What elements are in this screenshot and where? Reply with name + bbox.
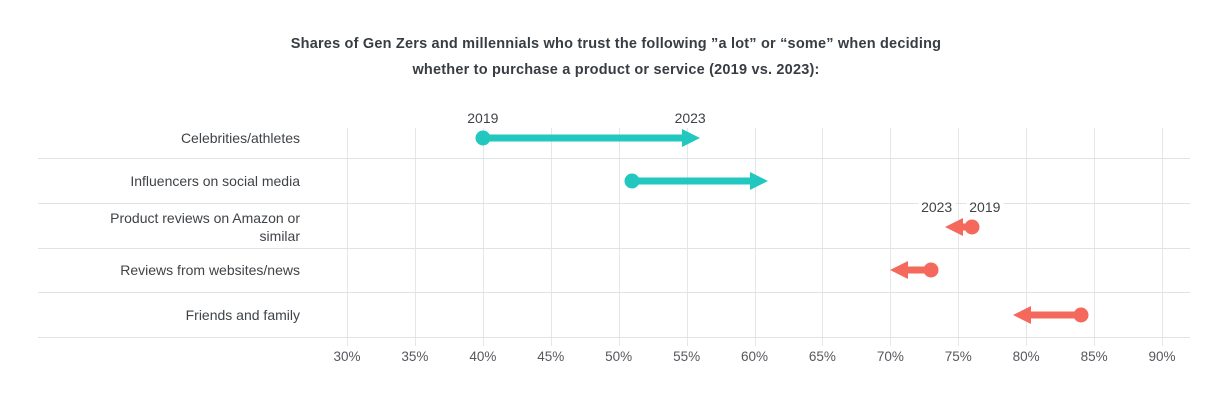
category-label: Friends and family xyxy=(185,306,300,323)
x-gridline xyxy=(1162,128,1163,346)
x-axis-tick-label: 70% xyxy=(876,349,904,364)
x-gridline xyxy=(550,128,552,346)
arrow-shaft xyxy=(482,134,687,142)
arrow-head xyxy=(682,129,701,147)
chart-title-line1: Shares of Gen Zers and millennials who t… xyxy=(290,36,942,52)
x-axis-tick-label: 85% xyxy=(1080,349,1108,364)
x-axis-tick-label: 75% xyxy=(944,349,972,364)
arrow-head xyxy=(890,260,909,279)
x-axis-tick-label: 45% xyxy=(537,349,565,364)
x-gridline xyxy=(822,128,824,346)
x-gridline xyxy=(754,128,756,346)
arrow-start-dot xyxy=(964,219,980,235)
row-gridline xyxy=(38,247,1190,249)
x-axis-tick-label: 90% xyxy=(1148,349,1176,364)
x-axis-tick-label: 30% xyxy=(333,349,361,364)
x-axis-tick-label: 55% xyxy=(673,349,701,364)
category-label: Reviews from websites/news xyxy=(120,261,300,278)
x-axis-tick-label: 80% xyxy=(1012,349,1040,364)
chart-title: Shares of Gen Zers and millennials who t… xyxy=(14,31,1218,83)
x-axis-tick-label: 40% xyxy=(469,349,497,364)
arrow-head xyxy=(944,218,963,236)
row-gridline xyxy=(38,292,1190,293)
x-gridline xyxy=(958,128,960,346)
category-label: Influencers on social media xyxy=(130,172,300,189)
x-gridline xyxy=(618,128,620,346)
arrow-start-dot xyxy=(475,130,491,146)
row-gridline xyxy=(38,336,1190,338)
category-label: Celebrities/athletes xyxy=(180,130,300,146)
arrow-shaft xyxy=(1026,311,1081,318)
x-axis-tick-label: 50% xyxy=(605,349,633,364)
row-gridline xyxy=(38,202,1190,204)
arrow-shaft xyxy=(632,177,755,184)
x-axis-tick-label: 60% xyxy=(740,349,769,364)
x-gridline xyxy=(482,128,484,346)
x-axis-tick-label: 35% xyxy=(401,349,429,364)
arrow-start-dot xyxy=(1073,307,1088,322)
arrow-start-dot xyxy=(923,262,939,277)
end-year-label: 2023 xyxy=(918,199,956,216)
arrow-head xyxy=(750,171,769,190)
x-gridline xyxy=(347,128,348,346)
end-year-label: 2023 xyxy=(671,110,709,127)
x-axis-tick-label: 65% xyxy=(808,349,836,364)
arrow-shaft xyxy=(904,266,932,273)
arrow-start-dot xyxy=(624,173,640,188)
start-year-label: 2019 xyxy=(966,199,1004,216)
arrow-head xyxy=(1012,305,1031,324)
start-year-label: 2019 xyxy=(464,110,502,127)
x-gridline xyxy=(1094,128,1096,346)
x-gridline xyxy=(414,128,416,346)
x-gridline xyxy=(1026,128,1028,346)
x-gridline xyxy=(686,128,688,346)
category-label: Product reviews on Amazon or similar xyxy=(110,210,300,244)
row-gridline xyxy=(38,158,1190,159)
chart-title-line2: whether to purchase a product or service… xyxy=(412,62,820,78)
x-gridline xyxy=(890,128,892,346)
